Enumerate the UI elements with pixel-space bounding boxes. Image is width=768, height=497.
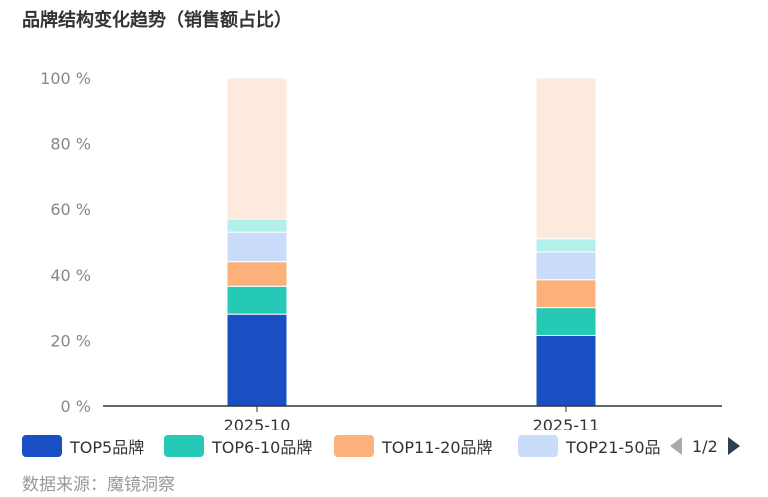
- legend-label: TOP21-50品: [566, 438, 661, 457]
- y-tick-label: 80 %: [50, 135, 91, 154]
- y-tick-label: 0 %: [61, 397, 91, 416]
- legend-swatch: [334, 435, 374, 457]
- stacked-bar-chart: 0 % 20 % 40 % 60 % 80 % 100 % 2025-10 2025-11: [40, 69, 722, 430]
- bar-segment[interactable]: [535, 279, 597, 309]
- y-tick-label: 40 %: [50, 266, 91, 285]
- legend-label: TOP11-20品牌: [382, 438, 493, 457]
- legend-label: TOP5品牌: [70, 438, 145, 457]
- legend-label: TOP6-10品牌: [212, 438, 313, 457]
- bar-segment[interactable]: [226, 313, 288, 407]
- data-source-note: 数据来源：魔镜洞察: [22, 475, 175, 495]
- bar-segment[interactable]: [226, 261, 288, 287]
- y-tick-label: 100 %: [40, 69, 91, 88]
- x-tick-label: 2025-11: [533, 416, 600, 430]
- bar-segment[interactable]: [226, 77, 288, 220]
- bar-segment[interactable]: [226, 218, 288, 233]
- bar-segment[interactable]: [535, 77, 597, 240]
- legend-item-top5[interactable]: TOP5品牌: [22, 432, 144, 460]
- bar-segment[interactable]: [226, 285, 288, 315]
- chart-title: 品牌结构变化趋势（销售额占比）: [22, 10, 292, 31]
- legend-swatch: [22, 435, 62, 457]
- legend-swatch: [518, 435, 558, 457]
- legend-page-indicator: 1/2: [692, 436, 718, 456]
- y-tick-label: 20 %: [50, 331, 91, 350]
- legend-item-top6-10[interactable]: TOP6-10品牌: [164, 432, 312, 460]
- legend-clip: TOP21-50品: [518, 432, 668, 460]
- bar-segment[interactable]: [535, 251, 597, 281]
- legend-item-top21-50[interactable]: TOP21-50品: [518, 432, 661, 460]
- legend-pager: 1/2: [670, 432, 740, 460]
- legend: TOP5品牌 TOP6-10品牌 TOP11-20品牌 TOP21-50品 1/…: [22, 432, 762, 460]
- x-tick-label: 2025-10: [224, 416, 291, 430]
- legend-swatch: [164, 435, 204, 457]
- legend-prev-page-icon[interactable]: [670, 437, 682, 455]
- bar-segment[interactable]: [535, 238, 597, 253]
- legend-next-page-icon[interactable]: [727, 437, 740, 455]
- bar-segment[interactable]: [535, 334, 597, 407]
- bar-segment[interactable]: [226, 231, 288, 263]
- y-tick-label: 60 %: [50, 200, 91, 219]
- legend-item-top11-20[interactable]: TOP11-20品牌: [334, 432, 493, 460]
- bar-segment[interactable]: [535, 307, 597, 336]
